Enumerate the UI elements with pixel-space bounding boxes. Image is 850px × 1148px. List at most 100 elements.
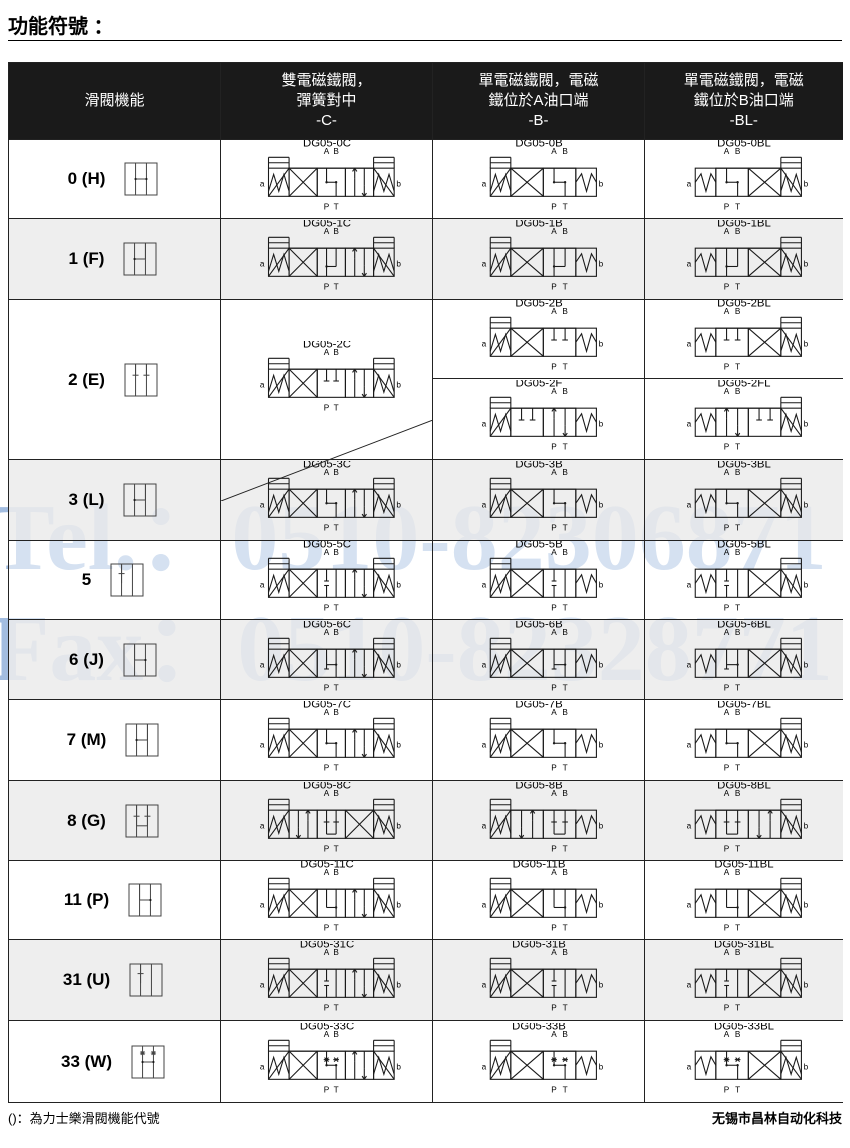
svg-text:b: b bbox=[803, 179, 808, 188]
svg-text:b: b bbox=[803, 1062, 808, 1071]
svg-text:A: A bbox=[724, 227, 730, 236]
svg-text:b: b bbox=[598, 259, 603, 268]
svg-text:P: P bbox=[724, 683, 730, 692]
svg-text:T: T bbox=[562, 603, 567, 612]
svg-text:P: P bbox=[551, 844, 557, 853]
svg-text:B: B bbox=[735, 307, 741, 316]
svg-text:T: T bbox=[562, 202, 567, 211]
svg-text:P: P bbox=[551, 523, 557, 532]
svg-text:B: B bbox=[562, 387, 568, 396]
svg-text:A: A bbox=[724, 789, 730, 798]
svg-text:a: a bbox=[686, 1062, 691, 1071]
svg-text:A: A bbox=[551, 628, 557, 637]
svg-text:b: b bbox=[803, 740, 808, 749]
svg-text:P: P bbox=[551, 923, 557, 932]
svg-text:a: a bbox=[686, 821, 691, 830]
svg-text:b: b bbox=[598, 740, 603, 749]
svg-text:T: T bbox=[333, 603, 338, 612]
svg-text:b: b bbox=[396, 821, 401, 830]
svg-text:T: T bbox=[562, 844, 567, 853]
svg-text:b: b bbox=[598, 1062, 603, 1071]
svg-text:T: T bbox=[333, 763, 338, 772]
svg-text:P: P bbox=[323, 282, 329, 291]
svg-text:b: b bbox=[396, 500, 401, 509]
svg-text:P: P bbox=[724, 763, 730, 772]
svg-text:T: T bbox=[333, 1003, 338, 1012]
svg-text:a: a bbox=[259, 900, 264, 909]
svg-text:b: b bbox=[598, 419, 603, 428]
svg-text:B: B bbox=[562, 868, 568, 877]
svg-text:B: B bbox=[333, 789, 339, 798]
svg-text:DG05-31B: DG05-31B bbox=[512, 941, 566, 951]
svg-text:a: a bbox=[481, 580, 486, 589]
svg-text:a: a bbox=[259, 740, 264, 749]
svg-text:B: B bbox=[333, 147, 339, 156]
svg-text:T: T bbox=[562, 282, 567, 291]
svg-text:a: a bbox=[481, 179, 486, 188]
svg-text:a: a bbox=[481, 419, 486, 428]
svg-text:a: a bbox=[686, 740, 691, 749]
svg-text:T: T bbox=[562, 523, 567, 532]
svg-text:B: B bbox=[735, 387, 741, 396]
svg-text:T: T bbox=[562, 362, 567, 371]
svg-text:B: B bbox=[333, 348, 339, 357]
svg-text:b: b bbox=[803, 259, 808, 268]
svg-text:a: a bbox=[686, 339, 691, 348]
svg-text:A: A bbox=[551, 868, 557, 877]
svg-text:T: T bbox=[333, 844, 338, 853]
svg-text:b: b bbox=[396, 580, 401, 589]
svg-text:P: P bbox=[551, 683, 557, 692]
svg-text:B: B bbox=[562, 789, 568, 798]
svg-text:T: T bbox=[735, 844, 740, 853]
svg-text:a: a bbox=[259, 821, 264, 830]
svg-text:A: A bbox=[724, 147, 730, 156]
svg-text:A: A bbox=[724, 948, 730, 957]
svg-text:a: a bbox=[481, 339, 486, 348]
svg-text:B: B bbox=[735, 548, 741, 557]
svg-text:a: a bbox=[481, 821, 486, 830]
svg-text:P: P bbox=[724, 603, 730, 612]
svg-text:A: A bbox=[724, 628, 730, 637]
svg-text:T: T bbox=[333, 403, 338, 412]
svg-text:P: P bbox=[724, 1085, 730, 1094]
svg-text:b: b bbox=[803, 660, 808, 669]
svg-text:A: A bbox=[323, 868, 329, 877]
svg-text:b: b bbox=[803, 900, 808, 909]
svg-text:P: P bbox=[323, 844, 329, 853]
svg-text:a: a bbox=[481, 1062, 486, 1071]
svg-text:b: b bbox=[598, 339, 603, 348]
svg-text:B: B bbox=[562, 307, 568, 316]
svg-text:B: B bbox=[562, 548, 568, 557]
svg-text:P: P bbox=[323, 523, 329, 532]
svg-text:a: a bbox=[259, 980, 264, 989]
svg-text:P: P bbox=[323, 763, 329, 772]
svg-text:P: P bbox=[551, 362, 557, 371]
svg-text:b: b bbox=[803, 821, 808, 830]
svg-text:a: a bbox=[481, 900, 486, 909]
svg-text:P: P bbox=[551, 603, 557, 612]
svg-text:b: b bbox=[803, 580, 808, 589]
svg-text:a: a bbox=[481, 740, 486, 749]
svg-text:T: T bbox=[735, 442, 740, 451]
svg-text:a: a bbox=[686, 900, 691, 909]
svg-text:B: B bbox=[735, 789, 741, 798]
svg-text:b: b bbox=[396, 660, 401, 669]
svg-text:b: b bbox=[598, 179, 603, 188]
svg-text:b: b bbox=[598, 660, 603, 669]
svg-text:a: a bbox=[686, 660, 691, 669]
svg-text:A: A bbox=[551, 227, 557, 236]
svg-text:A: A bbox=[323, 789, 329, 798]
svg-text:A: A bbox=[551, 307, 557, 316]
svg-text:B: B bbox=[562, 468, 568, 477]
svg-text:A: A bbox=[551, 387, 557, 396]
svg-text:P: P bbox=[551, 763, 557, 772]
svg-text:P: P bbox=[551, 1003, 557, 1012]
svg-text:B: B bbox=[562, 708, 568, 717]
svg-text:a: a bbox=[686, 980, 691, 989]
svg-text:B: B bbox=[333, 868, 339, 877]
svg-text:T: T bbox=[735, 523, 740, 532]
svg-text:B: B bbox=[562, 227, 568, 236]
svg-text:B: B bbox=[333, 548, 339, 557]
svg-text:B: B bbox=[333, 948, 339, 957]
svg-text:T: T bbox=[562, 1003, 567, 1012]
